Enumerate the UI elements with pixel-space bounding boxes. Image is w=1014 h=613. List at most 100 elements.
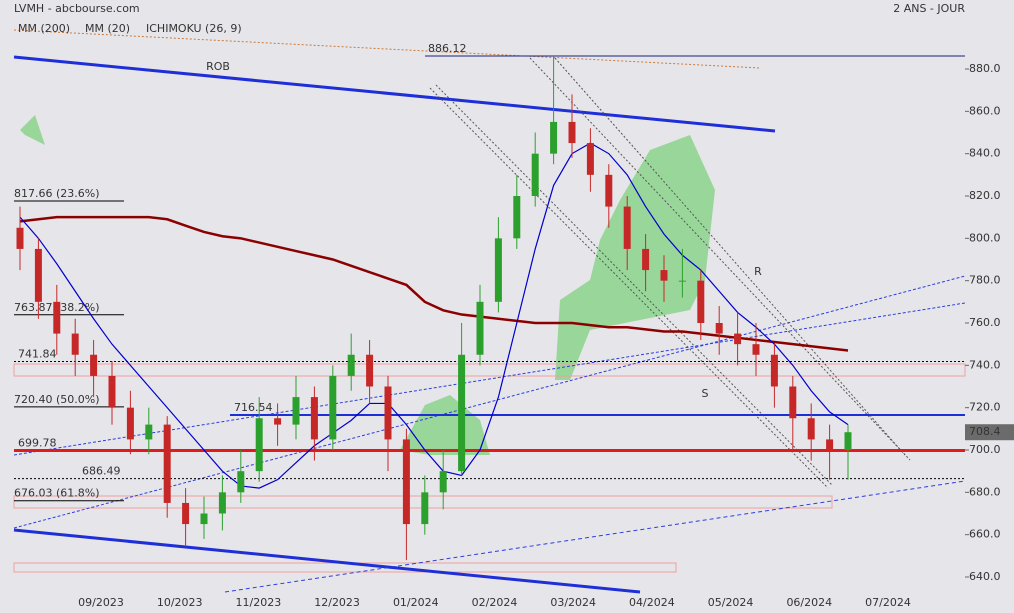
candle-body [347, 354, 355, 376]
trend-line [224, 480, 966, 593]
chart-title: LVMH - abcbourse.com [14, 2, 140, 15]
ichimoku-cloud [555, 135, 715, 380]
candle-body [550, 121, 558, 154]
x-tick-label: 03/2024 [550, 596, 596, 609]
channel-line [435, 84, 833, 486]
candle-body [274, 418, 282, 425]
level-label: 741.84 [18, 347, 57, 360]
candle-body [255, 418, 263, 472]
channel-line [529, 57, 911, 461]
x-tick-label: 02/2024 [472, 596, 518, 609]
legend-entry: MM (200) [18, 22, 70, 35]
y-tick-label: 800.0 [969, 231, 1001, 244]
x-tick-label: 09/2023 [78, 596, 124, 609]
level-label: 686.49 [82, 465, 121, 478]
moving-average [19, 215, 849, 352]
level-label: 676.03 (61.8%) [14, 487, 100, 500]
candle-body [16, 227, 24, 249]
candle-body [384, 386, 392, 440]
y-tick-label: 680.0 [969, 485, 1001, 498]
annotation: S [702, 387, 709, 400]
x-tick-label: 01/2024 [393, 596, 439, 609]
y-tick-label: 820.0 [969, 189, 1001, 202]
candle-body [678, 280, 686, 282]
price-tag-label: 708.4 [969, 425, 1001, 438]
y-tick-label: 780.0 [969, 274, 1001, 287]
candle-body [108, 375, 116, 408]
x-tick-label: 07/2024 [865, 596, 911, 609]
candle-body [513, 196, 521, 239]
candle-body [218, 492, 226, 514]
x-tick-label: 12/2023 [314, 596, 360, 609]
candle-body [145, 424, 153, 440]
candle-body [182, 502, 190, 525]
legend-entry: MM (20) [85, 22, 130, 35]
x-tick-label: 11/2023 [236, 596, 282, 609]
level-label: 817.66 (23.6%) [14, 187, 100, 200]
y-tick-label: 840.0 [969, 147, 1001, 160]
candle-body [71, 333, 79, 355]
candle-body [697, 280, 705, 323]
candle-body [642, 248, 650, 271]
chart-subtitle: 2 ANS - JOUR [893, 2, 965, 15]
candle-body [237, 471, 245, 493]
y-tick-label: 700.0 [969, 443, 1001, 456]
candle-body [844, 432, 852, 450]
x-tick-label: 05/2024 [708, 596, 754, 609]
y-tick-label: 640.0 [969, 570, 1001, 583]
candle-body [90, 354, 98, 376]
level-label: 720.40 (50.0%) [14, 393, 100, 406]
level-label: 886.12 [428, 42, 467, 55]
candle-body [292, 397, 300, 425]
candle-body [586, 143, 594, 175]
y-tick-label: 880.0 [969, 62, 1001, 75]
candle-body [568, 121, 576, 144]
candle-body [660, 270, 668, 281]
moving-average [19, 142, 849, 489]
candle-body [715, 323, 723, 334]
trend-line [13, 29, 761, 69]
candle-body [421, 492, 429, 525]
trend-line [13, 275, 966, 529]
y-tick-label: 720.0 [969, 401, 1001, 414]
y-tick-label: 860.0 [969, 104, 1001, 117]
x-tick-label: 10/2023 [157, 596, 203, 609]
x-tick-label: 04/2024 [629, 596, 675, 609]
annotation: R [754, 265, 762, 278]
candle-body [752, 344, 760, 355]
trend-line [13, 302, 966, 456]
trend-line [13, 55, 776, 133]
candle-body [494, 238, 502, 302]
candle-body [734, 333, 742, 345]
candle-body [531, 153, 539, 196]
candle-body [439, 471, 447, 493]
candle-body [126, 407, 134, 440]
candle-body [623, 206, 631, 249]
annotation: ROB [206, 60, 230, 73]
ichimoku-cloud [400, 395, 490, 455]
ichimoku-cloud [20, 115, 45, 145]
candle-body [200, 513, 208, 525]
level-label: 716.54 [234, 401, 273, 414]
price-tag [965, 424, 1014, 441]
candle-body [458, 354, 466, 472]
x-tick-label: 06/2024 [786, 596, 832, 609]
level-label: 699.78 [18, 436, 57, 449]
y-tick-label: 760.0 [969, 316, 1001, 329]
candle-body [329, 375, 337, 440]
y-tick-label: 660.0 [969, 528, 1001, 541]
channel-line [554, 57, 906, 456]
candle-body [807, 418, 815, 440]
candle-body [163, 424, 171, 503]
candle-body [789, 386, 797, 419]
y-tick-label: 740.0 [969, 358, 1001, 371]
candle-body [826, 439, 834, 450]
trend-line [13, 528, 641, 594]
candle-body [605, 174, 613, 207]
candle-body [476, 301, 484, 355]
zone [13, 363, 966, 377]
candle-body [366, 354, 374, 387]
candle-body [402, 439, 410, 525]
